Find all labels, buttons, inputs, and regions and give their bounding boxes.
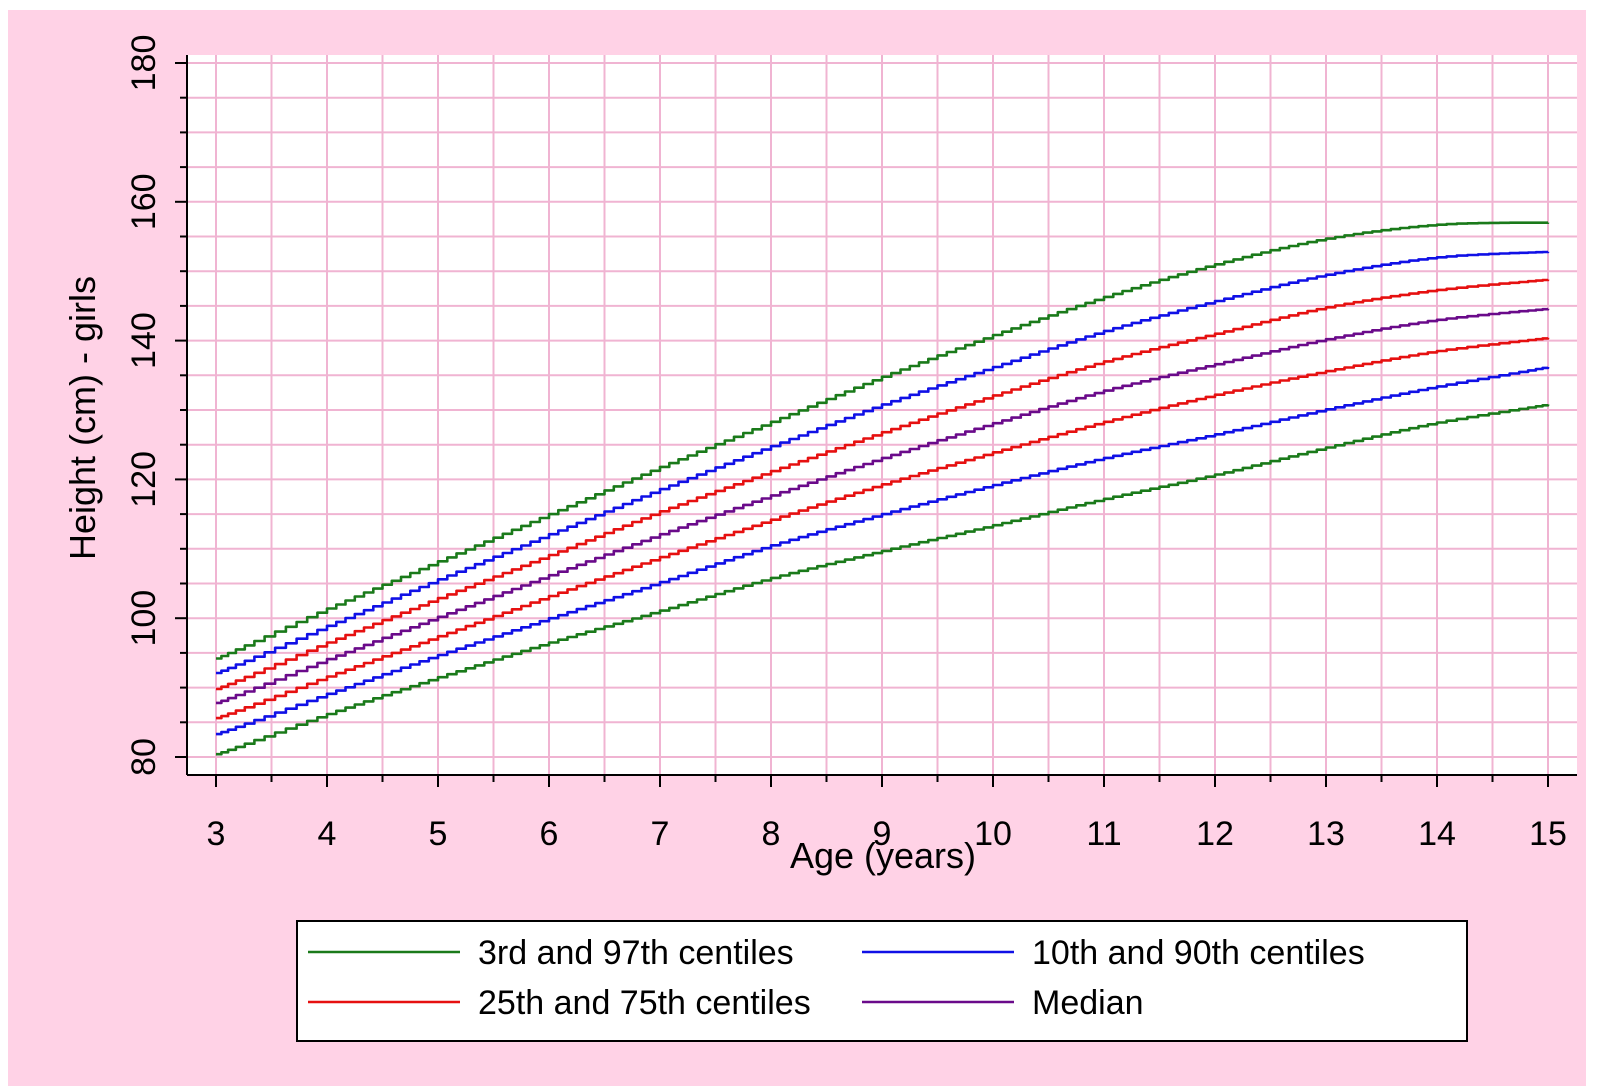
ticks: 3 4 5 6 7 8 9 10 11 12 13 14 15 80 100 120 140 160 180 xyxy=(125,35,1567,853)
legend-label: 25th and 75th centiles xyxy=(478,984,811,1022)
series-line-4 xyxy=(216,337,1550,720)
y-tick-label: 100 xyxy=(125,590,163,647)
legend-label: Median xyxy=(1032,984,1144,1022)
legend-label: 10th and 90th centiles xyxy=(1032,934,1365,972)
series-line-6 xyxy=(216,404,1550,756)
x-tick-label: 7 xyxy=(651,815,670,853)
x-tick-label: 14 xyxy=(1418,815,1456,853)
y-tick-label: 140 xyxy=(125,312,163,369)
y-axis-label: Height (cm) - girls xyxy=(62,276,103,560)
x-tick-label: 5 xyxy=(429,815,448,853)
legend: 3rd and 97th centiles 10th and 90th centi… xyxy=(296,920,1468,1042)
x-axis-label: Age (years) xyxy=(790,835,976,876)
x-tick-label: 11 xyxy=(1086,815,1121,853)
legend-label: 3rd and 97th centiles xyxy=(478,934,794,972)
series-line-3 xyxy=(216,307,1550,705)
series-line-0 xyxy=(216,221,1550,660)
y-tick-label: 80 xyxy=(125,738,163,776)
x-tick-label: 9 xyxy=(873,815,892,853)
legend-box xyxy=(296,920,1468,1042)
series-lines xyxy=(216,221,1550,756)
x-tick-label: 6 xyxy=(540,815,559,853)
x-tick-label: 15 xyxy=(1529,815,1567,853)
y-tick-label: 160 xyxy=(125,173,163,230)
series-line-1 xyxy=(216,250,1550,675)
x-tick-label: 3 xyxy=(207,815,226,853)
x-tick-label: 10 xyxy=(974,815,1012,853)
series-line-5 xyxy=(216,366,1550,736)
x-tick-label: 4 xyxy=(318,815,337,853)
x-tick-label: 13 xyxy=(1307,815,1345,853)
x-tick-label: 12 xyxy=(1196,815,1234,853)
y-tick-label: 180 xyxy=(125,35,163,92)
series-line-2 xyxy=(216,278,1550,691)
x-tick-label: 8 xyxy=(762,815,781,853)
y-tick-label: 120 xyxy=(125,451,163,508)
